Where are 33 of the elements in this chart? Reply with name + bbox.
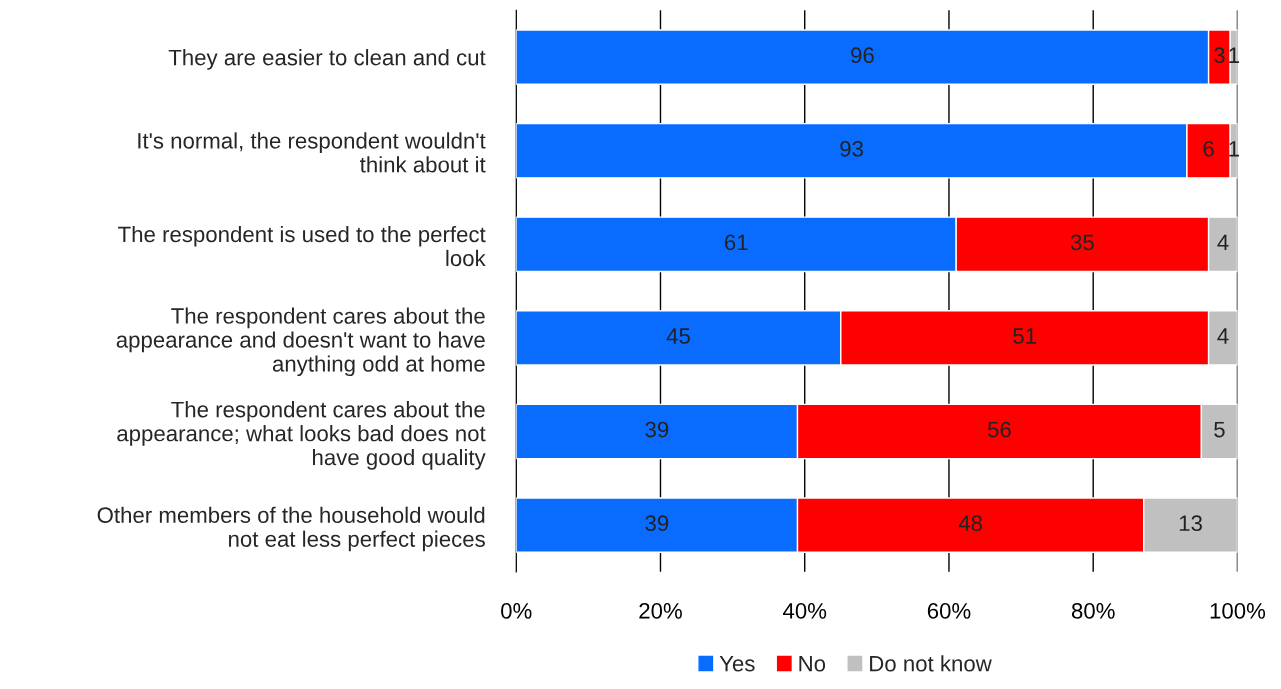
x-tick-label: 20%: [639, 603, 682, 619]
y-tick-label: The respondent cares about the appearance; what looks bad does not have good quality: [117, 401, 486, 470]
data-label: 4: [1217, 234, 1229, 251]
data-label: 96: [851, 47, 874, 64]
data-label: 5: [1214, 421, 1225, 438]
data-label: 6: [1203, 140, 1214, 157]
x-tick-label: 80%: [1071, 603, 1115, 619]
data-label: 1: [1229, 141, 1239, 157]
data-label: 13: [1179, 515, 1202, 532]
data-label: 48: [958, 515, 982, 532]
data-label: 39: [645, 421, 669, 438]
y-tick-label: Other members of the household would not eat less perfect pieces: [97, 506, 485, 552]
y-tick-label: It's normal, the respondent wouldn't think about it: [138, 132, 486, 173]
x-tick-label: 40%: [783, 603, 827, 619]
data-label: 93: [840, 140, 863, 157]
x-tick-label: 60%: [927, 603, 971, 619]
x-tick-label: 0%: [501, 603, 532, 619]
legend-label: Yes: [719, 655, 755, 672]
data-label: 56: [987, 421, 1011, 438]
data-label: 4: [1217, 328, 1229, 344]
legend-label: Do not know: [870, 655, 992, 672]
data-label: 45: [666, 328, 690, 344]
data-label: 39: [645, 515, 669, 532]
x-tick-label: 100%: [1210, 603, 1266, 619]
y-tick-label: The respondent cares about the appearance and doesn't want to have anything odd at home: [116, 307, 485, 377]
data-label: 1: [1229, 47, 1239, 63]
data-label: 61: [724, 234, 748, 251]
data-label: 3: [1214, 47, 1225, 64]
legend-label: No: [799, 655, 826, 672]
y-tick-label: The respondent is used to the perfect look: [118, 225, 486, 267]
data-label: 35: [1070, 234, 1094, 251]
data-label: 51: [1013, 328, 1036, 344]
y-tick-label: They are easier to clean and cut: [168, 49, 486, 70]
